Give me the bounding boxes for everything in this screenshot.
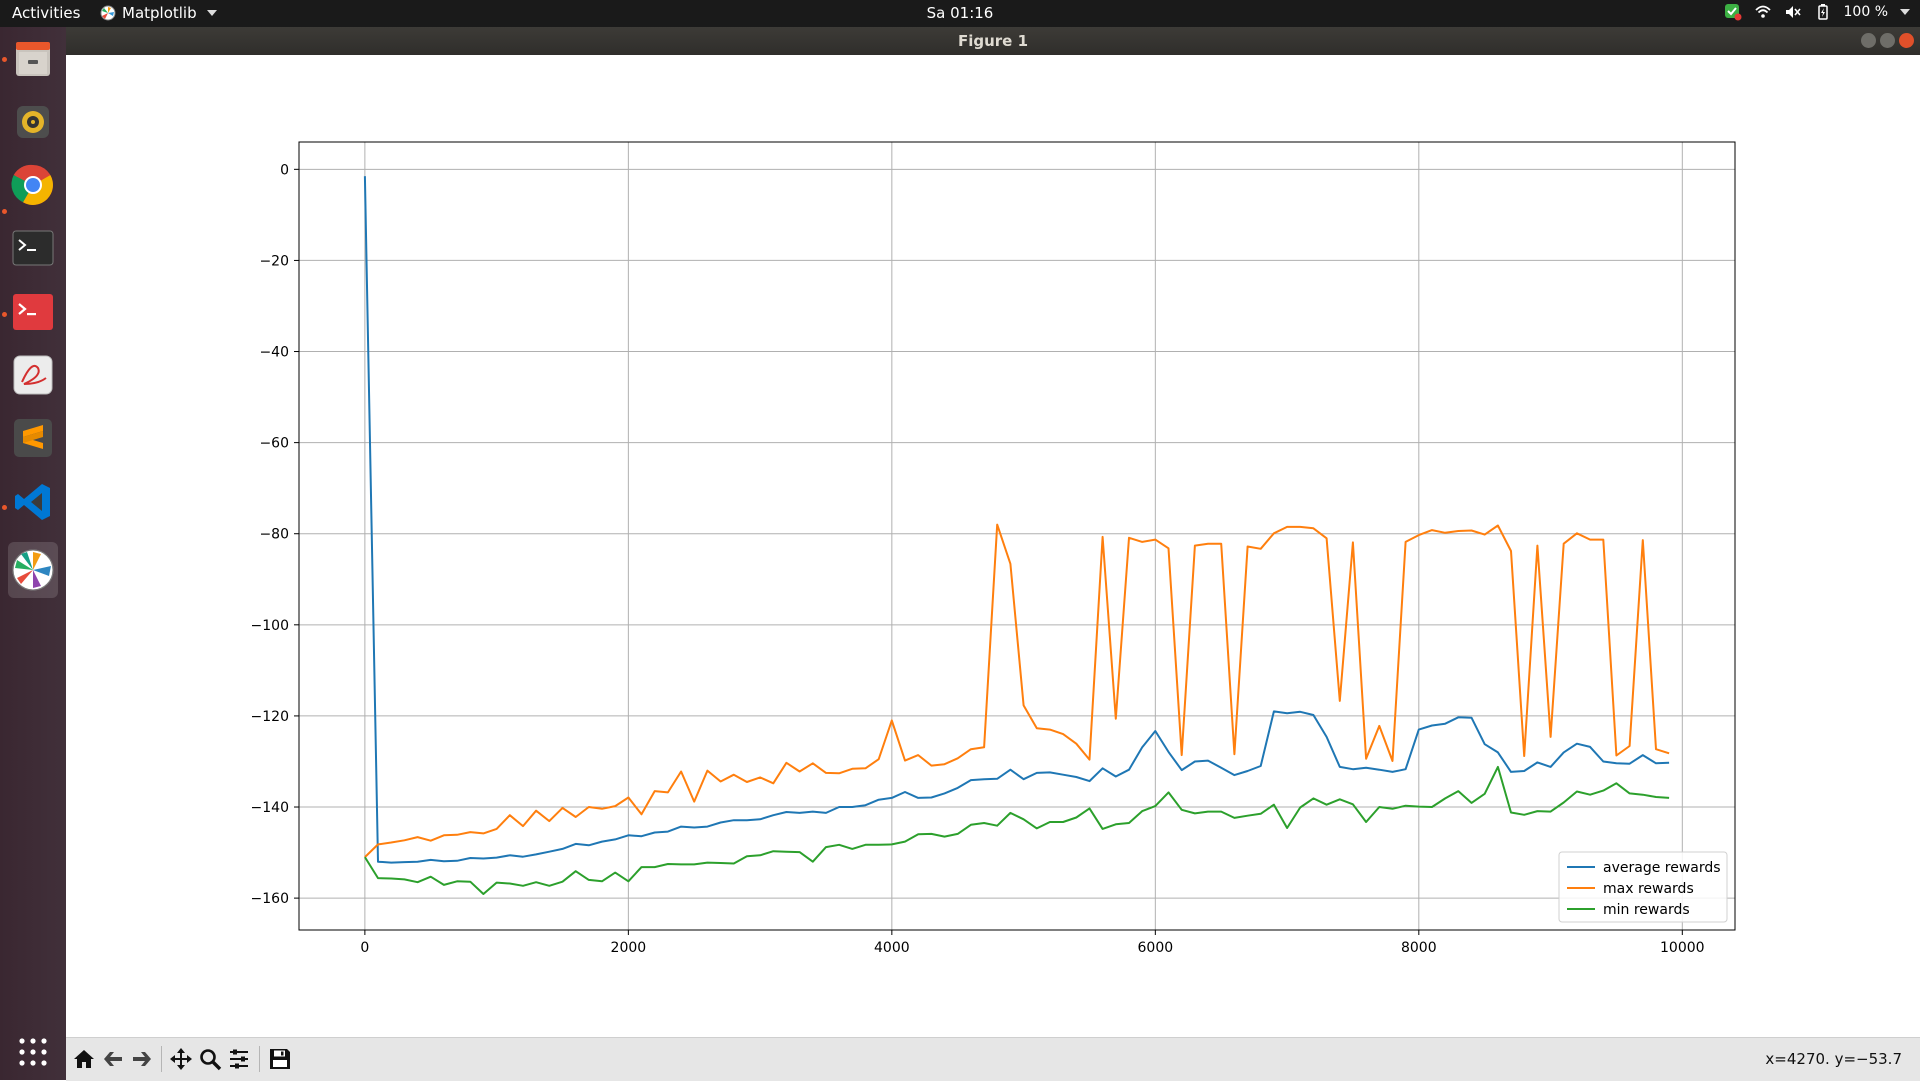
series-line-average-rewards xyxy=(363,176,1670,864)
pdf-icon xyxy=(13,355,53,395)
forward-button[interactable] xyxy=(128,1045,156,1073)
volume-muted-icon[interactable] xyxy=(1784,3,1802,21)
running-indicator xyxy=(2,209,7,214)
dock xyxy=(0,27,66,1080)
back-icon xyxy=(104,1052,122,1066)
home-button[interactable] xyxy=(70,1045,98,1073)
dock-item-files[interactable] xyxy=(8,33,58,83)
figure-canvas[interactable]: 0 2000 4000 6000 8000 10000 0 −20 −40 −60 −80 −100 −… xyxy=(66,55,1920,1037)
chrome-icon xyxy=(11,164,53,205)
y-tick-label: 0 xyxy=(280,162,289,178)
maximize-button[interactable] xyxy=(1880,33,1895,48)
x-tick-label: 8000 xyxy=(1401,940,1437,956)
dock-item-chrome[interactable] xyxy=(8,160,58,210)
series-lines xyxy=(363,176,1670,895)
x-tick-label: 2000 xyxy=(611,940,647,956)
sublime-icon xyxy=(14,419,52,457)
x-tick-label: 4000 xyxy=(874,940,910,956)
y-tick-label: −40 xyxy=(259,345,289,361)
x-tick-label: 0 xyxy=(360,940,369,956)
minimize-button[interactable] xyxy=(1861,33,1876,48)
running-indicator xyxy=(2,505,7,510)
file-cabinet-icon xyxy=(16,42,50,76)
legend-label: min rewards xyxy=(1603,902,1690,918)
activities-button[interactable]: Activities xyxy=(12,4,81,22)
battery-percentage: 100 % xyxy=(1843,4,1888,20)
window-titlebar[interactable]: Figure 1 xyxy=(66,27,1920,55)
axes-frame xyxy=(298,141,1736,931)
terminal-icon xyxy=(12,230,54,266)
battery-icon[interactable] xyxy=(1814,3,1832,21)
configure-icon xyxy=(230,1049,248,1069)
dock-item-sublime-text[interactable] xyxy=(8,413,58,463)
pan-icon xyxy=(170,1048,192,1070)
home-icon xyxy=(74,1050,94,1068)
dock-item-matplotlib[interactable] xyxy=(8,542,58,598)
app-menu-label: Matplotlib xyxy=(122,4,197,22)
app-menu[interactable]: Matplotlib xyxy=(100,4,217,22)
dock-item-vscode[interactable] xyxy=(8,477,58,527)
toolbar-separator xyxy=(259,1046,260,1072)
legend-label: max rewards xyxy=(1603,881,1694,897)
ticks: 0 2000 4000 6000 8000 10000 0 −20 −40 −60 −80 −100 −… xyxy=(251,162,1705,956)
series-line-min-rewards xyxy=(364,765,1670,895)
grid-icon xyxy=(19,1038,47,1066)
toolbar-separator xyxy=(161,1046,162,1072)
pan-button[interactable] xyxy=(167,1045,195,1073)
top-bar: Activities Matplotlib Sa 01:16 100 % xyxy=(0,0,1920,27)
line-chart[interactable]: 0 2000 4000 6000 8000 10000 0 −20 −40 −60 −80 −100 −… xyxy=(66,55,1920,1037)
y-tick-label: −140 xyxy=(251,800,289,816)
dock-item-rhythmbox[interactable] xyxy=(8,97,58,147)
matplotlib-icon xyxy=(12,549,54,591)
y-tick-label: −20 xyxy=(259,253,289,269)
y-tick-label: −100 xyxy=(251,618,289,634)
terminal-red-icon xyxy=(13,294,53,330)
legend-label: average rewards xyxy=(1603,860,1721,876)
y-tick-label: −60 xyxy=(259,436,289,452)
zoom-icon xyxy=(200,1049,222,1071)
matplotlib-icon xyxy=(100,5,116,21)
grid xyxy=(299,142,1735,930)
vscode-icon xyxy=(15,484,50,520)
y-tick-label: −160 xyxy=(251,891,289,907)
chevron-down-icon xyxy=(206,10,217,16)
legend: average rewards max rewards min rewards xyxy=(1558,851,1728,923)
show-applications-button[interactable] xyxy=(8,1027,58,1077)
running-indicator xyxy=(2,312,7,317)
update-notifier-icon[interactable] xyxy=(1724,3,1742,21)
close-button[interactable] xyxy=(1899,33,1914,48)
y-tick-label: −80 xyxy=(259,527,289,543)
navigation-toolbar: x=4270. y=−53.7 xyxy=(66,1037,1920,1081)
system-tray[interactable]: 100 % xyxy=(1724,3,1910,21)
dock-item-red-terminal[interactable] xyxy=(8,287,58,337)
x-tick-label: 10000 xyxy=(1660,940,1705,956)
wifi-icon[interactable] xyxy=(1754,3,1772,21)
y-tick-label: −120 xyxy=(251,709,289,725)
window-title: Figure 1 xyxy=(957,32,1029,50)
back-button[interactable] xyxy=(99,1045,127,1073)
save-icon xyxy=(270,1049,290,1069)
save-button[interactable] xyxy=(266,1045,294,1073)
dock-item-pdf-viewer[interactable] xyxy=(8,350,58,400)
configure-subplots-button[interactable] xyxy=(225,1045,253,1073)
dock-item-terminal[interactable] xyxy=(8,223,58,273)
series-line-max-rewards xyxy=(364,523,1670,858)
forward-icon xyxy=(133,1052,151,1066)
clock[interactable]: Sa 01:16 xyxy=(926,4,994,22)
legend-box xyxy=(1558,851,1728,923)
cursor-coordinates: x=4270. y=−53.7 xyxy=(1765,1050,1902,1068)
zoom-button[interactable] xyxy=(196,1045,224,1073)
running-indicator xyxy=(2,57,7,62)
speaker-icon xyxy=(17,106,49,138)
chevron-down-icon[interactable] xyxy=(1900,9,1910,15)
x-tick-label: 6000 xyxy=(1138,940,1174,956)
